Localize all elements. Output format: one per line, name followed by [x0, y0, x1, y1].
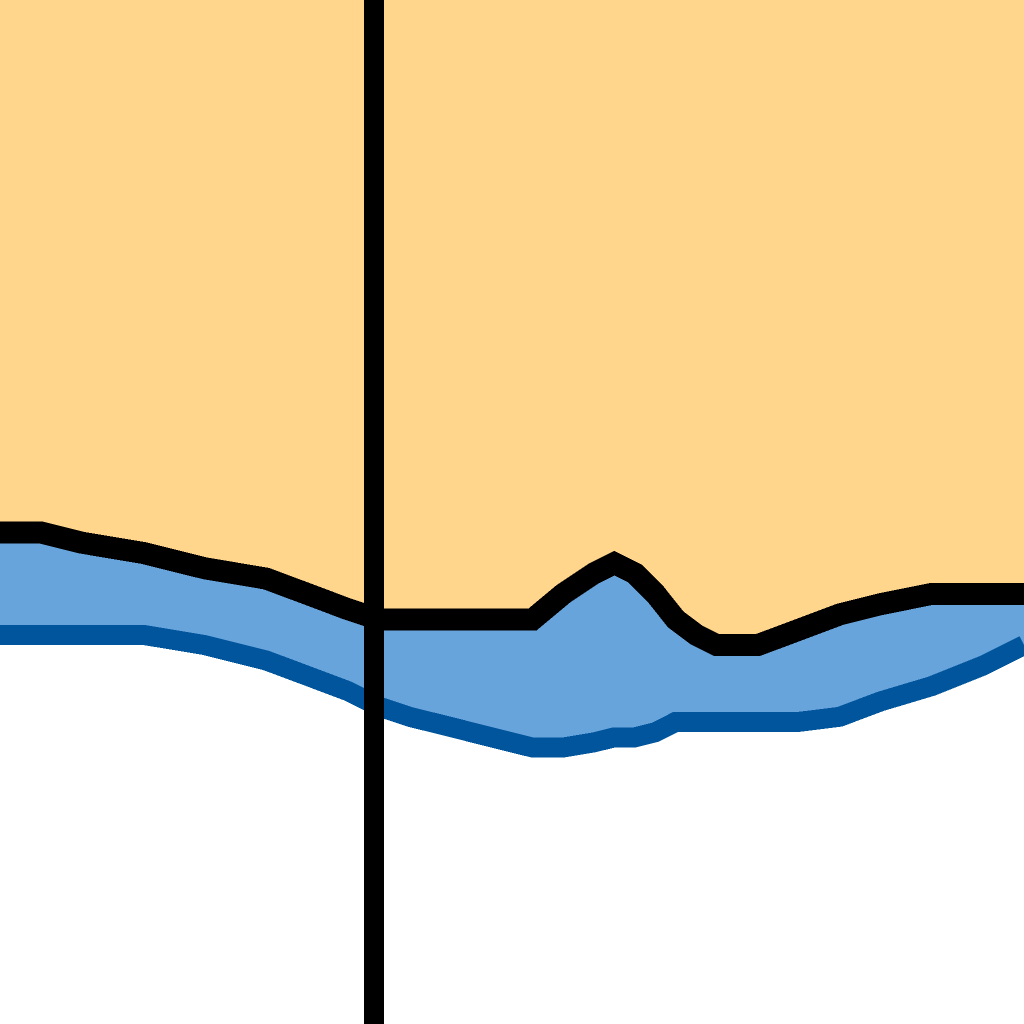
vertical-reference-line	[363, 0, 384, 1024]
lower-boundary-line	[0, 624, 1024, 758]
upper-area-fill	[0, 0, 1024, 646]
upper-boundary-line	[0, 521, 1024, 657]
